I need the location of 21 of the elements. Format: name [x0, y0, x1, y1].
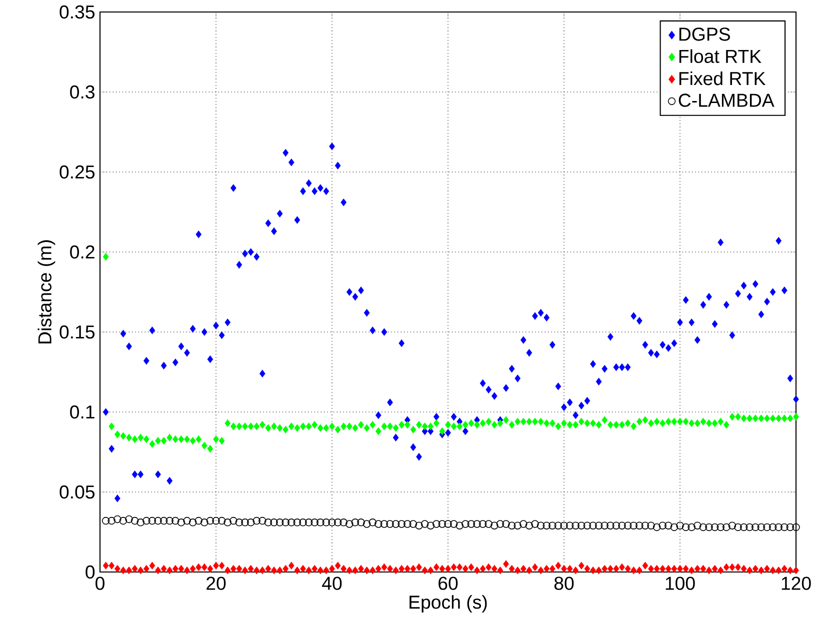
- x-tick-label: 20: [206, 576, 226, 590]
- y-tick-label: 0.1: [70, 405, 94, 419]
- x-tick-label: 100: [666, 576, 695, 590]
- y-axis-title: Distance (m): [38, 240, 56, 344]
- y-tick-label: 0.05: [60, 485, 95, 499]
- y-tick-label: 0.2: [70, 245, 94, 259]
- y-tick-label: 0.35: [60, 5, 95, 19]
- x-tick-label: 0: [96, 576, 104, 590]
- legend-label: Fixed RTK: [679, 71, 766, 86]
- legend-label: Float RTK: [679, 49, 762, 64]
- y-tick-label: 0.3: [70, 85, 94, 99]
- legend-label: C-LAMBDA: [678, 94, 774, 107]
- x-axis-title: Epoch (s): [410, 595, 487, 612]
- y-tick-label: 0.15: [60, 325, 95, 339]
- x-tick-label: 60: [438, 576, 458, 590]
- x-tick-label: 120: [782, 576, 811, 590]
- x-tick-label: 40: [322, 576, 342, 590]
- y-tick-label: 0.25: [60, 165, 95, 179]
- y-tick-label: 0: [86, 565, 95, 579]
- x-tick-label: 80: [554, 576, 574, 590]
- legend-label: DGPS: [679, 28, 730, 41]
